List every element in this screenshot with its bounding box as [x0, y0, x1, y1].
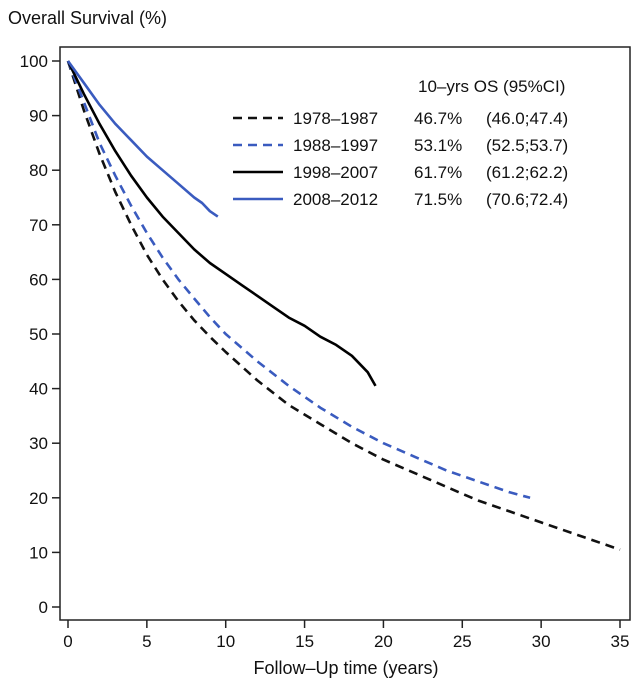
- y-tick-label: 100: [20, 52, 48, 71]
- legend-stat-1: 46.7%: [414, 109, 462, 128]
- series-line-3: [66, 60, 377, 387]
- y-tick-label: 10: [29, 543, 48, 562]
- legend-ci-3: (61.2;62.2): [486, 163, 568, 182]
- x-tick-label: 20: [374, 632, 393, 651]
- series-line-4: [66, 60, 219, 218]
- legend-header: 10–yrs OS (95%CI): [418, 77, 565, 96]
- y-tick-label: 30: [29, 434, 48, 453]
- series-line-1: [66, 60, 621, 551]
- x-tick-label: 30: [532, 632, 551, 651]
- legend-ci-4: (70.6;72.4): [486, 190, 568, 209]
- x-tick-label: 0: [63, 632, 72, 651]
- y-tick-label: 0: [39, 598, 48, 617]
- legend-ci-1: (46.0;47.4): [486, 109, 568, 128]
- x-tick-label: 10: [216, 632, 235, 651]
- legend-label-1: 1978–1987: [293, 109, 378, 128]
- y-tick-label: 20: [29, 489, 48, 508]
- legend-label-3: 1998–2007: [293, 163, 378, 182]
- legend-label-4: 2008–2012: [293, 190, 378, 209]
- y-tick-label: 90: [29, 107, 48, 126]
- series-lines: [66, 60, 621, 551]
- series-line-2: [66, 60, 531, 500]
- x-tick-label: 5: [142, 632, 151, 651]
- y-tick-label: 40: [29, 380, 48, 399]
- y-tick-label: 50: [29, 325, 48, 344]
- y-axis-title: Overall Survival (%): [8, 8, 167, 28]
- legend-label-2: 1988–1997: [293, 136, 378, 155]
- x-axis-title: Follow–Up time (years): [253, 658, 438, 678]
- y-tick-label: 60: [29, 270, 48, 289]
- y-tick-label: 80: [29, 161, 48, 180]
- legend-ci-2: (52.5;53.7): [486, 136, 568, 155]
- x-tick-label: 25: [453, 632, 472, 651]
- y-tick-label: 70: [29, 216, 48, 235]
- y-axis: 0 10 20 30 40 50 60 70 80 90 100: [20, 52, 60, 617]
- legend-stat-2: 53.1%: [414, 136, 462, 155]
- x-tick-label: 15: [295, 632, 314, 651]
- plot-frame: [59, 46, 631, 621]
- legend-stat-4: 71.5%: [414, 190, 462, 209]
- legend: 1978–1987 46.7% (46.0;47.4) 1988–1997 53.1% (…: [233, 109, 568, 209]
- legend-stat-3: 61.7%: [414, 163, 462, 182]
- x-axis: 0 5 10 15 20 25 30 35: [63, 620, 629, 651]
- x-tick-label: 35: [611, 632, 630, 651]
